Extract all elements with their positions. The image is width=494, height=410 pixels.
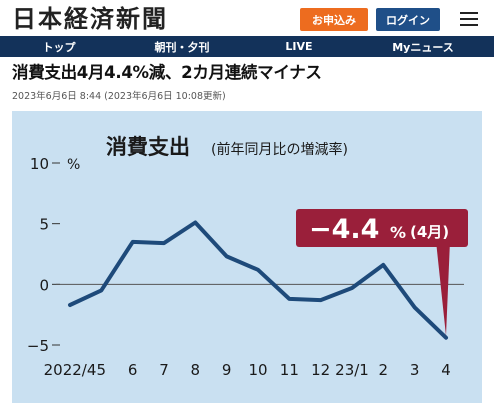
article-dateline: 2023年6月6日 8:44 (2023年6月6日 10:08更新) [12,91,226,102]
x-tick-label: 4 [441,361,451,379]
callout-unit: % [390,223,406,242]
main-nav: トップ 朝刊・夕刊 LIVE Myニュース [0,36,494,57]
data-point [193,220,197,224]
x-tick-label: 3 [410,361,420,379]
signup-button[interactable]: お申込み [300,8,368,31]
callout-period: (4月) [410,223,449,241]
y-tick-label: 0 [39,276,49,294]
data-point [256,268,260,272]
data-point [350,286,354,290]
chart-title: 消費支出 [106,135,190,159]
data-point [99,288,103,292]
data-point [162,241,166,245]
data-point [287,297,291,301]
nav-item-my-news[interactable]: Myニュース [392,40,454,54]
y-tick-label: 10 [30,155,49,173]
data-point [319,298,323,302]
login-button[interactable]: ログイン [376,8,440,31]
data-point [68,303,72,307]
x-tick-label: 8 [191,361,201,379]
x-tick-label: 2 [379,361,389,379]
x-tick-label: 10 [248,361,267,379]
callout-pointer [436,241,450,336]
data-point [381,263,385,267]
x-tick-label: 11 [280,361,299,379]
nav-item-paper-edition[interactable]: 朝刊・夕刊 [154,40,210,54]
nav-item-top[interactable]: トップ [42,40,76,54]
x-tick-label: 5 [97,361,107,379]
x-tick-label: 23/1 [335,361,369,379]
callout-box [296,209,468,247]
chart-subtitle: (前年同月比の増減率) [211,141,348,158]
y-tick-label: 5 [39,216,49,234]
x-tick-label: 7 [159,361,169,379]
y-unit-label: % [67,157,80,173]
x-tick-label: 12 [311,361,330,379]
site-header: 日本経済新聞 お申込み ログイン [0,0,494,36]
y-tick-label: −5 [27,337,49,355]
data-point [444,336,448,340]
data-point [131,240,135,244]
chart-panel: 消費支出 (前年同月比の増減率) 10 5 0 −5% 2022/4 5 6 7 8 9 10 11 1… [12,111,482,403]
data-point [225,254,229,258]
x-tick-label: 2022/4 [44,361,97,379]
x-tick-label: 6 [128,361,138,379]
x-tick-label: 9 [222,361,232,379]
article-headline: 消費支出4月4.4%減、2カ月連続マイナス [12,63,322,82]
data-point [413,305,417,309]
nav-item-live[interactable]: LIVE [285,40,313,53]
hamburger-menu-icon[interactable] [460,11,478,27]
site-logo[interactable]: 日本経済新聞 [12,4,168,33]
callout-value: −4.4 [309,214,379,245]
